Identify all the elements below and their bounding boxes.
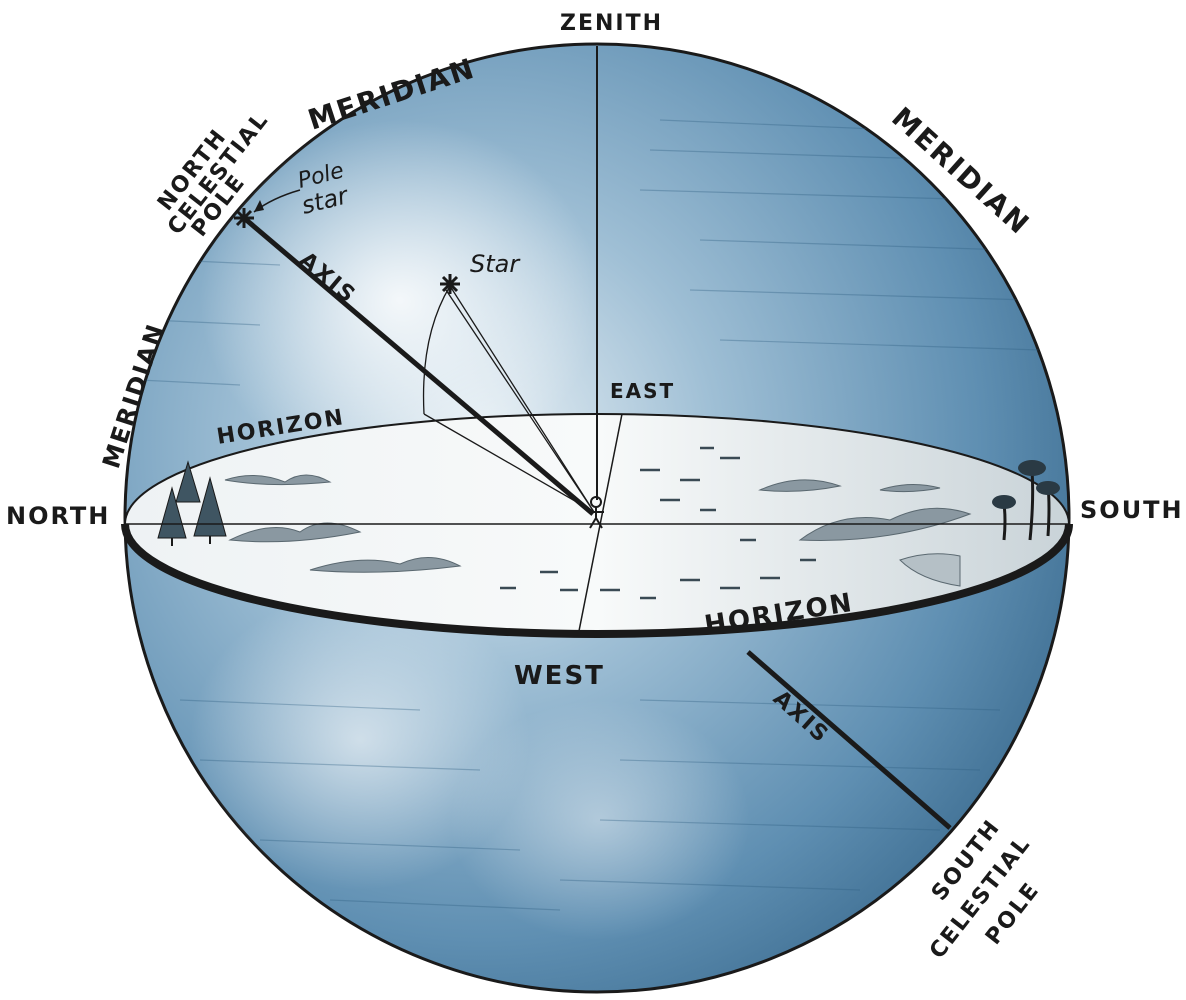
pine-trees — [157, 460, 227, 546]
axis-upper — [242, 216, 595, 516]
palm-fronds — [992, 460, 1060, 509]
north-label: NORTH — [6, 502, 110, 530]
sphere-highlights — [139, 119, 1041, 940]
pole-star-icon — [234, 208, 254, 228]
axis-lower — [746, 650, 952, 830]
south-label: SOUTH — [1080, 496, 1184, 524]
east-west-line — [577, 413, 623, 637]
horizon-front-rim — [121, 523, 1073, 638]
star-icon — [440, 274, 460, 294]
zenith-label: ZENITH — [560, 11, 663, 36]
observer-figure — [588, 496, 604, 529]
star-lines — [422, 285, 595, 513]
ground-dashes — [500, 446, 816, 600]
east-label: EAST — [610, 379, 675, 403]
star-label: Star — [470, 250, 521, 278]
pole-star-arrowhead — [254, 200, 264, 212]
west-label: WEST — [514, 661, 605, 691]
